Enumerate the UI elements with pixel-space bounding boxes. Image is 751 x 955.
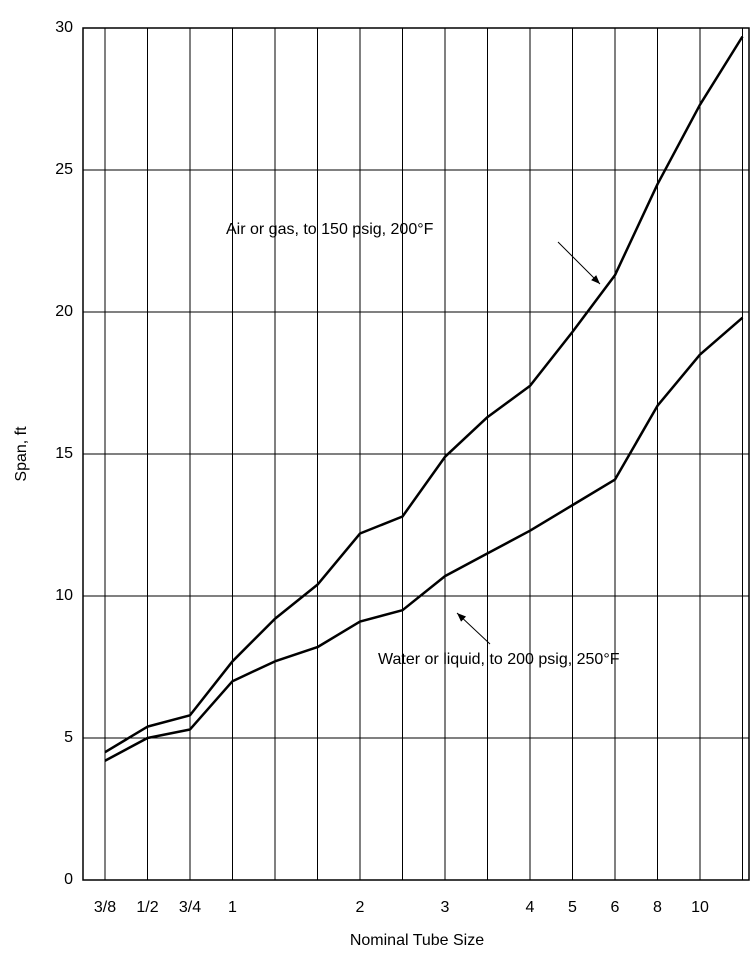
- y-tick-label: 0: [64, 871, 73, 888]
- line-series: [104, 35, 744, 754]
- annotation: Air or gas, to 150 psig, 200°F: [226, 221, 434, 238]
- x-tick-label: 1: [228, 899, 237, 916]
- x-tick-label: 3/4: [179, 899, 201, 916]
- annotation: Water or liquid, to 200 psig, 250°F: [378, 651, 620, 668]
- x-tick-label: 3/8: [94, 899, 116, 916]
- line-series: [104, 316, 744, 762]
- x-tick-label: 2: [356, 899, 365, 916]
- x-tick-label: 3: [441, 899, 450, 916]
- x-tick-label: 5: [568, 899, 577, 916]
- x-tick-label: 10: [691, 899, 709, 916]
- x-axis-label: Nominal Tube Size: [350, 932, 484, 949]
- annotation-arrow: [557, 241, 601, 285]
- x-tick-label: 8: [653, 899, 662, 916]
- y-axis-label: Span, ft: [13, 426, 30, 482]
- x-tick-label: 4: [526, 899, 535, 916]
- x-tick-label: 1/2: [136, 899, 158, 916]
- x-tick-label: 6: [611, 899, 620, 916]
- y-tick-label: 25: [55, 161, 73, 178]
- y-tick-label: 30: [55, 19, 73, 36]
- y-tick-label: 5: [64, 729, 73, 746]
- y-tick-label: 15: [55, 445, 73, 462]
- plot-border: [82, 27, 750, 881]
- annotation-arrow: [456, 612, 491, 645]
- y-tick-label: 20: [55, 303, 73, 320]
- y-tick-label: 10: [55, 587, 73, 604]
